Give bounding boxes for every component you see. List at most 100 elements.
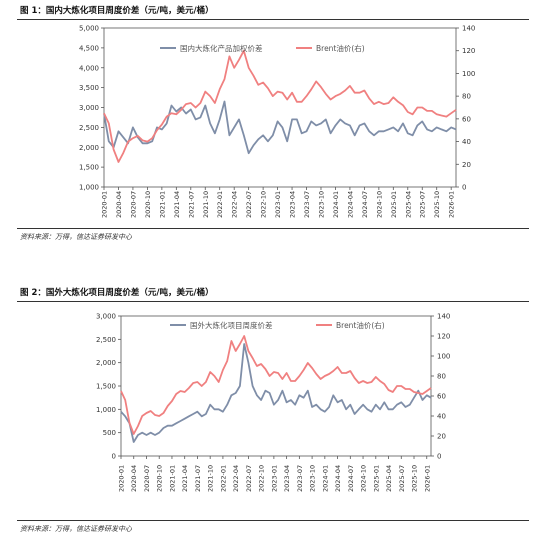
series-line-brent	[103, 49, 457, 163]
y-right-tick-label: 120	[462, 47, 475, 55]
figure-1-chart: 1,000 1,500 2,000 2,500 3,000 3,500 4,000 4,500…	[79, 25, 475, 219]
y-right-tick-label: 0	[437, 453, 441, 461]
x-tick-label: 2020-10	[156, 465, 164, 492]
x-tick-label: 2025-07	[419, 191, 427, 218]
x-tick-label: 2025-04	[385, 465, 393, 492]
y-right-tick-label: 100	[462, 70, 475, 78]
plot-frame	[103, 27, 457, 188]
x-tick-label: 2025-07	[398, 465, 406, 492]
x-tick-label: 2024-10	[375, 191, 383, 218]
figure-2-chart: 0 500 1,000 1,500 2,000 2,500 3,000 0 20 40 60 80 10…	[96, 313, 450, 493]
x-tick-label: 2023-04	[283, 465, 291, 492]
y-right-tick-label: 20	[437, 433, 446, 441]
x-tick-label: 2021-04	[173, 191, 181, 218]
x-tick-label: 2026-01	[423, 465, 431, 492]
x-tick-label: 2022-10	[260, 191, 268, 218]
x-tick-label: 2025-01	[372, 465, 380, 492]
y-left-tick-label: 1,000	[96, 406, 116, 414]
x-tick-label: 2024-07	[361, 191, 369, 218]
x-tick-label: 2021-01	[158, 191, 166, 218]
x-tick-label: 2022-04	[232, 465, 240, 492]
x-tick-label: 2020-01	[118, 465, 126, 492]
y-right-tick-label: 20	[462, 161, 471, 169]
figure-1-bottom-rule	[17, 228, 529, 229]
series-line-brent	[120, 335, 432, 435]
y-right-tick-label: 140	[437, 313, 450, 321]
x-tick-label: 2024-01	[321, 465, 329, 492]
y-right-tick-label: 100	[437, 353, 450, 361]
figure-2-source: 资料来源：万得，信达证券研发中心	[20, 525, 132, 533]
y-right-tick-label: 60	[437, 393, 446, 401]
y-right-tick-label: 40	[462, 138, 471, 146]
y-left-tick-label: 2,500	[79, 124, 99, 132]
x-tick-label: 2025-04	[404, 191, 412, 218]
y-left-tick-label: 3,000	[79, 104, 99, 112]
x-tick-label: 2023-01	[270, 465, 278, 492]
x-tick-label: 2022-01	[219, 465, 227, 492]
y-right-tick-label: 40	[437, 413, 446, 421]
x-tick-label: 2021-04	[181, 465, 189, 492]
x-tick-label: 2023-10	[309, 465, 317, 492]
x-tick-label: 2024-10	[360, 465, 368, 492]
x-tick-label: 2022-10	[258, 465, 266, 492]
figure-1-source: 资料来源：万得，信达证券研发中心	[20, 233, 132, 241]
x-tick-label: 2025-10	[433, 191, 441, 218]
x-tick-label: 2023-01	[274, 191, 282, 218]
x-tick-label: 2021-07	[187, 191, 195, 218]
x-tick-label: 2023-10	[317, 191, 325, 218]
y-left-tick-label: 4,500	[79, 44, 99, 52]
x-tick-label: 2023-07	[303, 191, 311, 218]
y-left-tick-label: 3,000	[96, 313, 116, 321]
y-left-tick-label: 5,000	[79, 25, 99, 33]
y-left-tick-label: 1,000	[79, 184, 99, 192]
x-tick-label: 2020-07	[129, 191, 137, 218]
y-right-tick-label: 60	[462, 115, 471, 123]
x-tick-label: 2020-10	[144, 191, 152, 218]
y-left-tick-label: 2,000	[96, 359, 116, 367]
x-tick-label: 2024-04	[334, 465, 342, 492]
x-tick-label: 2024-04	[346, 191, 354, 218]
legend-label: 国内大炼化产品加权价差	[180, 43, 263, 53]
x-tick-label: 2024-07	[347, 465, 355, 492]
y-left-tick-label: 2,000	[79, 144, 99, 152]
y-right-tick-label: 140	[462, 25, 475, 33]
x-tick-label: 2023-07	[296, 465, 304, 492]
x-tick-label: 2023-04	[289, 191, 297, 218]
x-tick-label: 2020-07	[143, 465, 151, 492]
x-tick-label: 2022-07	[245, 191, 253, 218]
x-tick-label: 2026-01	[448, 191, 456, 218]
x-tick-label: 2025-01	[390, 191, 398, 218]
x-tick-label: 2021-10	[207, 465, 215, 492]
figure-2-top-rule	[17, 301, 529, 302]
figure-1-title: 图 1：国内大炼化项目周度价差（元/吨，美元/桶）	[20, 6, 214, 16]
x-tick-label: 2024-01	[332, 191, 340, 218]
y-left-tick-label: 4,000	[79, 64, 99, 72]
x-tick-label: 2025-10	[411, 465, 419, 492]
legend-label: 国外大炼化项目周度价差	[190, 320, 273, 330]
legend-label: Brent油价(右)	[316, 43, 365, 53]
y-right-tick-label: 80	[437, 373, 446, 381]
x-tick-label: 2021-07	[194, 465, 202, 492]
x-tick-label: 2021-01	[168, 465, 176, 492]
x-tick-label: 2022-07	[245, 465, 253, 492]
figure-1-top-rule	[17, 19, 529, 20]
legend-label: Brent油价(右)	[336, 320, 385, 330]
y-left-tick-label: 3,500	[79, 84, 99, 92]
y-left-tick-label: 500	[103, 429, 116, 437]
y-right-tick-label: 120	[437, 333, 450, 341]
figure-2-title: 图 2：国外大炼化项目周度价差（元/吨，美元/桶）	[20, 288, 214, 298]
x-tick-label: 2020-04	[130, 465, 138, 492]
plot-frame	[120, 315, 432, 457]
x-tick-label: 2021-10	[202, 191, 210, 218]
series-line-spread	[120, 343, 432, 443]
x-tick-label: 2022-04	[231, 191, 239, 218]
y-left-tick-label: 1,500	[96, 383, 116, 391]
y-left-tick-label: 1,500	[79, 164, 99, 172]
x-tick-label: 2022-01	[216, 191, 224, 218]
y-left-tick-label: 0	[112, 453, 116, 461]
series-line-spread	[103, 100, 457, 155]
x-tick-label: 2020-04	[115, 191, 123, 218]
x-tick-label: 2020-01	[101, 191, 109, 218]
y-left-tick-label: 2,500	[96, 336, 116, 344]
y-right-tick-label: 0	[462, 184, 466, 192]
